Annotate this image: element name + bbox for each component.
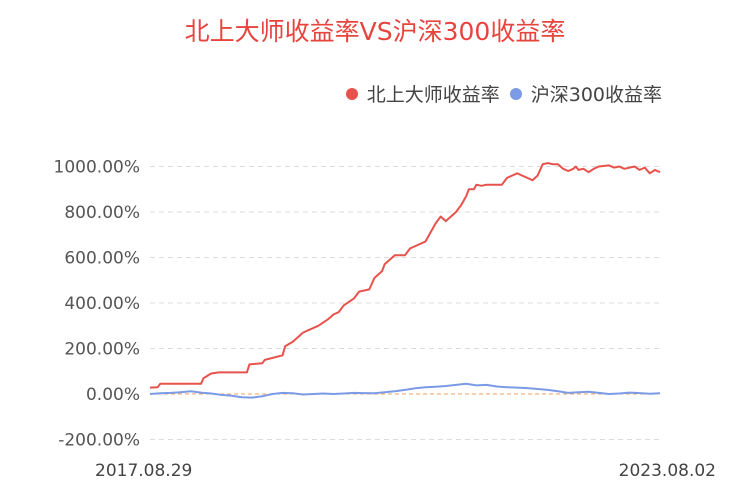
y-tick-label: 1000.00% <box>54 158 140 178</box>
x-tick-label-start: 2017.08.29 <box>95 461 192 481</box>
legend-label-hs300: 沪深300收益率 <box>530 84 662 106</box>
legend-dot-north <box>345 87 358 100</box>
legend-item-hs300[interactable]: 沪深300收益率 <box>509 80 662 107</box>
y-tick-label: 600.00% <box>64 249 140 269</box>
y-tick-label: 200.00% <box>64 340 140 360</box>
legend-label-north: 北上大师收益率 <box>366 84 500 106</box>
hs300-series-line <box>149 382 661 399</box>
chart-title: 北上大师收益率VS沪深300收益率 <box>184 17 566 46</box>
x-axis-ticks: 2017.08.29 2023.08.02 <box>95 461 716 481</box>
y-tick-label: 400.00% <box>64 294 140 314</box>
y-tick-label: 0.00% <box>86 385 140 405</box>
legend-dot-hs300 <box>509 87 522 100</box>
series-lines <box>149 162 661 399</box>
north-series-line <box>149 162 661 389</box>
legend-item-north[interactable]: 北上大师收益率 <box>345 80 500 107</box>
y-axis-ticks: -200.00% 0.00% 200.00% 400.00% 600.00% 800.00… <box>54 158 140 451</box>
y-tick-label: -200.00% <box>58 431 140 451</box>
y-tick-label: 800.00% <box>64 203 140 223</box>
legend: 北上大师收益率 沪深300收益率 <box>336 80 662 107</box>
x-tick-label-end: 2023.08.02 <box>619 461 716 481</box>
grid-lines <box>150 166 660 440</box>
